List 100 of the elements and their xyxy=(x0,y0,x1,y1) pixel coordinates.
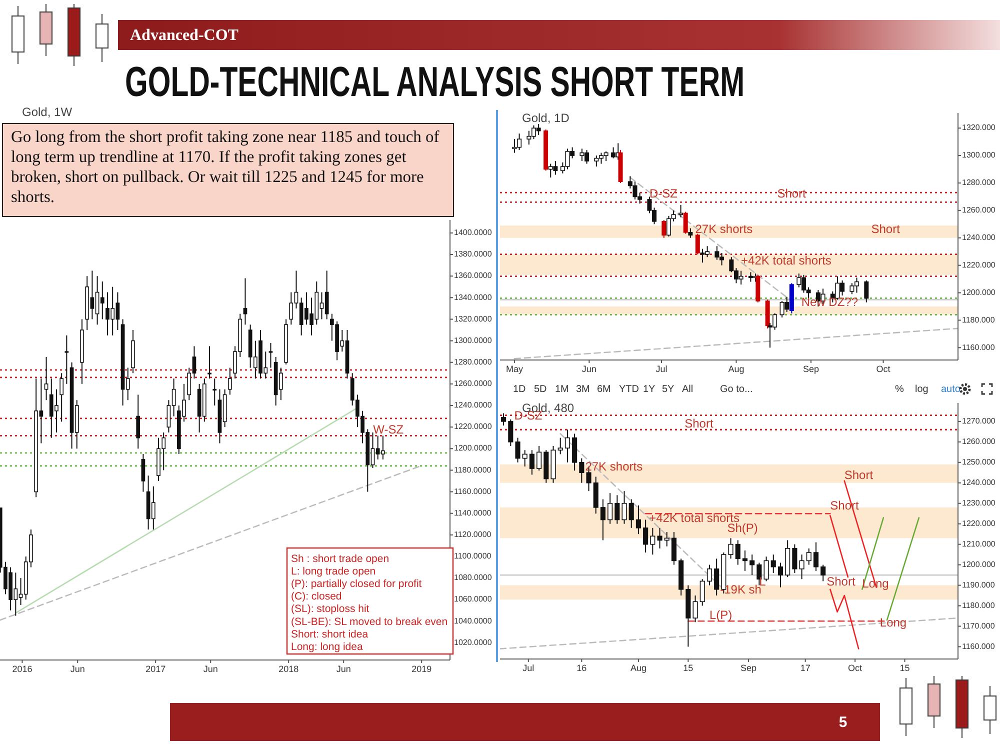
annotation: 27K shorts xyxy=(695,222,753,236)
y-tick-label: 1320.000 xyxy=(962,123,996,132)
y-tick-label: 1170.000 xyxy=(962,621,996,630)
x-tick-label: Sep xyxy=(740,663,757,673)
annotation: L(P) xyxy=(709,608,732,622)
x-tick-label: 16 xyxy=(576,663,587,673)
candlestick xyxy=(243,278,248,326)
candlestick xyxy=(614,494,620,524)
candlestick xyxy=(678,204,684,218)
candlestick xyxy=(742,550,748,572)
annotation: Short xyxy=(684,416,714,431)
text: 1M xyxy=(555,384,569,395)
annotation: Short xyxy=(871,222,901,236)
text: Go long from the short profit taking zone near 1185 and touch of long term up trendline at 1170. If the profit taking zones get broken, short on pullback. Or wait till 1225 and 1245 for more shorts. xyxy=(2,123,454,217)
candlestick xyxy=(611,146,616,159)
y-tick-label: 1210.000 xyxy=(962,539,996,548)
y-tick-label: 1320.0000 xyxy=(454,314,492,324)
candlestick xyxy=(522,450,528,467)
y-tick-label: 1240.000 xyxy=(962,232,996,242)
annotation: (P): partially closed for profit xyxy=(291,578,422,590)
y-tick-label: 1060.0000 xyxy=(454,594,492,604)
x-tick-label: 2017 xyxy=(146,664,166,674)
y-tick-label: 1270.000 xyxy=(962,416,996,426)
y-tick-label: 1230.000 xyxy=(962,498,996,508)
candlestick xyxy=(558,437,563,455)
x-tick-label: Sep xyxy=(802,364,819,374)
y-tick-label: 1240.0000 xyxy=(454,400,492,410)
candlestick xyxy=(770,554,776,574)
annotation: Short xyxy=(826,574,856,588)
candlestick xyxy=(806,548,812,566)
candlestick xyxy=(515,437,520,463)
x-tick-label: Jun xyxy=(203,664,218,674)
text: 3M xyxy=(576,384,590,395)
annotation: Sh : short trade open xyxy=(291,552,390,565)
y-tick-label: 1200.000 xyxy=(962,560,996,569)
y-tick-label: 1360.0000 xyxy=(454,271,492,280)
candlestick xyxy=(628,498,634,528)
candlestick xyxy=(636,504,641,535)
candlestick xyxy=(208,346,212,380)
annotation: Short xyxy=(777,186,807,200)
y-tick-label: 1020.0000 xyxy=(454,638,492,647)
y-tick-label: 1220.000 xyxy=(962,260,996,270)
y-tick-label: 1380.0000 xyxy=(454,250,492,259)
text: YTD xyxy=(619,384,639,395)
candlestick xyxy=(657,527,662,549)
candlestick xyxy=(501,412,506,426)
candlestick xyxy=(688,228,693,238)
x-tick-label: Oct xyxy=(876,364,891,374)
x-tick-label: Jul xyxy=(522,663,534,673)
annotation: Sh(P) xyxy=(727,521,758,536)
candlestick xyxy=(508,418,514,447)
text: 1Y xyxy=(643,384,656,395)
candlestick xyxy=(662,220,666,238)
candlestick xyxy=(756,562,762,586)
text: auto xyxy=(941,384,961,395)
annotation: 27K shorts xyxy=(585,460,643,474)
candlestick xyxy=(750,554,755,576)
annotation: D-SZ xyxy=(649,186,678,200)
y-tick-label: 1140.0000 xyxy=(454,508,492,518)
annotation: (C): closed xyxy=(291,590,342,603)
y-tick-label: 1080.0000 xyxy=(454,573,492,582)
line-series xyxy=(830,588,860,650)
text: Go to... xyxy=(720,384,753,395)
y-tick-label: 1180.000 xyxy=(962,315,996,324)
annotation: Long xyxy=(880,615,907,630)
text: 6M xyxy=(597,384,611,395)
annotation: W-SZ xyxy=(373,422,404,437)
candlestick xyxy=(728,538,734,560)
candlestick xyxy=(706,564,712,586)
y-tick-label: 1160.000 xyxy=(962,342,996,352)
candlestick xyxy=(695,233,700,255)
chart-title: Gold, 1D xyxy=(522,111,570,125)
text: % xyxy=(895,384,904,395)
x-tick-label: 15 xyxy=(900,663,910,673)
annotation: (SL-BE): SL moved to break even xyxy=(291,616,448,628)
candlestick xyxy=(820,564,826,582)
candlestick xyxy=(778,562,784,588)
y-tick-label: 1280.000 xyxy=(962,178,996,188)
candlestick xyxy=(735,540,740,566)
candlestick xyxy=(529,450,534,476)
candlestick xyxy=(764,556,769,582)
candlestick xyxy=(212,378,217,406)
y-tick-label: 1100.0000 xyxy=(454,552,492,561)
candlestick xyxy=(643,519,648,554)
x-tick-label: 2019 xyxy=(412,664,432,674)
y-tick-label: 1260.000 xyxy=(962,206,996,215)
y-tick-label: 1300.000 xyxy=(962,150,996,160)
candlestick xyxy=(813,542,819,572)
candlestick xyxy=(228,367,232,396)
y-tick-label: 1220.000 xyxy=(962,518,996,528)
y-tick-label: 1180.0000 xyxy=(454,465,492,474)
candlestick xyxy=(700,578,705,606)
y-tick-label: 1280.0000 xyxy=(454,357,492,366)
candlestick xyxy=(564,429,570,463)
y-tick-label: 1300.0000 xyxy=(454,336,492,345)
y-tick-label: 1180.000 xyxy=(962,600,996,610)
y-tick-label: 1250.000 xyxy=(962,458,996,466)
y-tick-label: 1220.0000 xyxy=(454,422,492,432)
candlestick xyxy=(748,272,753,282)
y-tick-label: 1200.0000 xyxy=(454,444,492,453)
